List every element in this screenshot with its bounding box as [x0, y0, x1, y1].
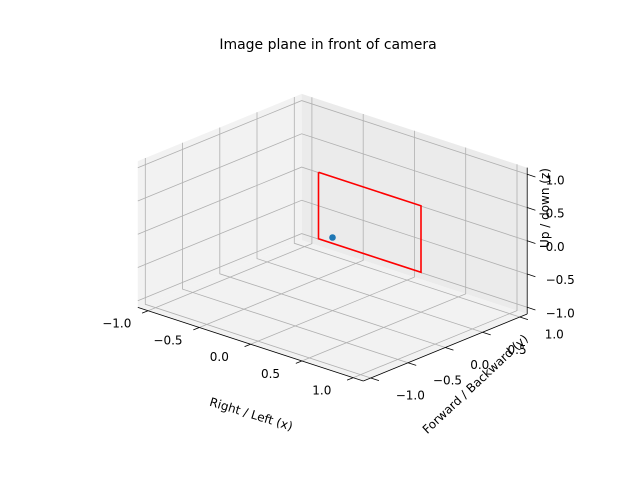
z-tick-mark [527, 240, 536, 244]
x-tick-mark [193, 327, 200, 331]
z-tick-mark [527, 273, 536, 278]
x-tick-labels: −1.0 −0.5 0.0 0.5 1.0 [102, 317, 331, 398]
x-tick-mark [244, 343, 251, 348]
x-grid-line [199, 114, 364, 328]
camera-point [329, 234, 336, 241]
z-grid-line [137, 166, 528, 242]
y-tick-mark [370, 377, 380, 382]
z-tick-label: 0.5 [546, 207, 565, 221]
x-grid-line [250, 130, 415, 345]
y-tick-labels: −1.0 −0.5 0.0 0.5 1.0 [396, 328, 564, 403]
y-tick-label: −1.0 [396, 389, 425, 403]
y-grid-line [293, 97, 520, 318]
y-grid-line [182, 142, 409, 364]
y-tick-mark [519, 316, 529, 321]
y-grid-line [256, 112, 483, 333]
z-tick-mark [527, 207, 536, 211]
x-grid-line [301, 147, 467, 362]
image-plane-outline [317, 171, 422, 274]
z-tick-label: −0.5 [546, 273, 575, 287]
y-tick-mark [482, 331, 491, 336]
z-tick-mark [527, 173, 536, 178]
z-grid-line [137, 199, 528, 275]
z-axis-label: Up / down (z) [538, 168, 552, 248]
x-tick-label: −0.5 [153, 333, 182, 347]
z-tick-labels: −1.0 −0.5 0.0 0.5 1.0 [546, 173, 575, 320]
x-tick-mark [295, 360, 302, 364]
series-layer [317, 171, 422, 274]
x-tick-label: 1.0 [312, 384, 331, 398]
x-tick-label: 0.5 [261, 367, 280, 381]
x-tick-label: −1.0 [102, 317, 131, 331]
x-tick-mark [141, 310, 149, 314]
y-grid-line [144, 158, 371, 379]
y-tick-mark [407, 362, 417, 366]
z-tick-label: 0.0 [546, 240, 565, 254]
y-tick-label: 1.0 [545, 328, 564, 342]
y-tick-label: 0.0 [470, 358, 489, 372]
z-tick-label: 1.0 [546, 173, 565, 187]
y-tick-label: −0.5 [433, 374, 462, 388]
x-tick-label: 0.0 [210, 350, 229, 364]
z-grid-line [137, 233, 528, 308]
z-tick-mark [527, 306, 536, 311]
z-tick-label: −1.0 [546, 306, 575, 320]
z-grid-line [137, 100, 528, 175]
grid-lines [137, 97, 528, 379]
chart-title: Image plane in front of camera [219, 37, 436, 53]
x-grid-line [352, 164, 518, 379]
y-grid-line [219, 127, 446, 348]
y-tick-label: 0.5 [508, 343, 527, 357]
x-grid-line [147, 97, 313, 312]
y-tick-mark [445, 347, 454, 351]
tick-marks [141, 173, 536, 382]
z-grid-line [137, 133, 528, 208]
x-tick-mark [346, 377, 354, 381]
